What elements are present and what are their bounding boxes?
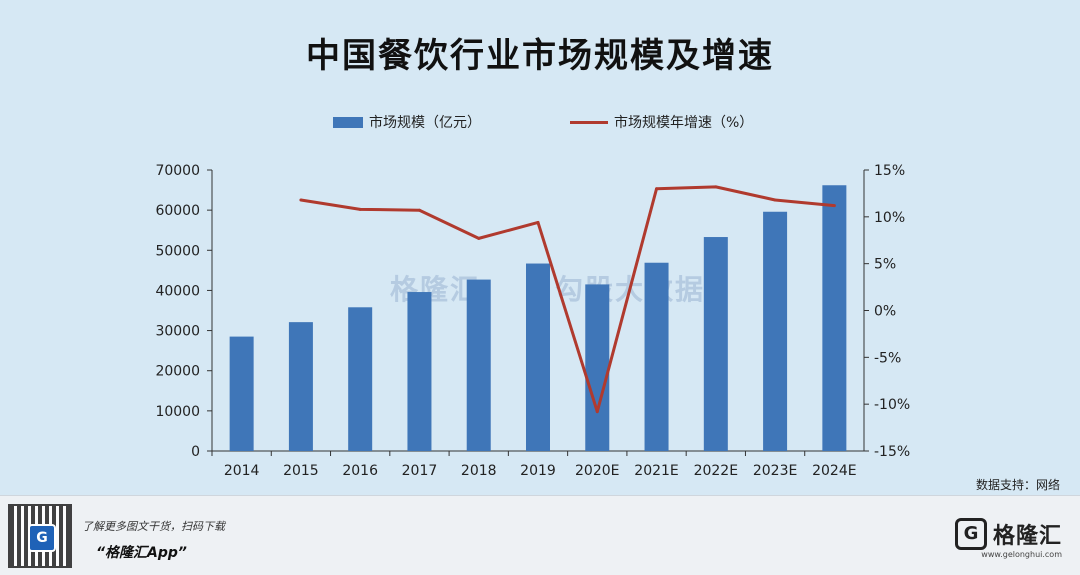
x-tick-label: 2017	[402, 463, 438, 479]
chart-panel: 中国餐饮行业市场规模及增速 市场规模（亿元） 市场规模年增速（%） 格隆汇 勾股…	[0, 36, 1080, 492]
bar-2014	[229, 336, 254, 451]
growth-point-2020E	[595, 410, 599, 414]
bar-2020E	[585, 284, 610, 451]
bar-2019	[526, 263, 550, 451]
legend-label-bar: 市场规模（亿元）	[369, 115, 481, 131]
x-tick-label: 2014	[224, 463, 260, 479]
right-tick-label: -10%	[874, 397, 910, 413]
bar-2021E	[644, 262, 669, 451]
bar-2015	[288, 322, 313, 451]
right-tick-label: 5%	[874, 257, 896, 273]
legend: 市场规模（亿元） 市场规模年增速（%）	[0, 112, 1080, 136]
growth-line	[300, 185, 835, 414]
x-tick-label: 2023E	[753, 463, 797, 479]
right-tick-label: -5%	[874, 350, 901, 366]
growth-point-2022E	[714, 185, 718, 189]
growth-point-2019	[536, 220, 540, 224]
x-tick-label: 2015	[283, 463, 319, 479]
legend-swatch-line	[570, 120, 608, 124]
right-tick-label: 0%	[874, 304, 896, 320]
legend-label-line: 市场规模年增速（%）	[614, 115, 754, 131]
bar-2018	[466, 279, 491, 451]
x-tick-label: 2021E	[634, 463, 678, 479]
growth-point-2015	[299, 198, 303, 202]
brand-url: www.gelonghui.com	[981, 550, 1062, 559]
bar-2023E	[763, 211, 788, 451]
brand-logo: G 格隆汇	[954, 518, 1062, 550]
growth-point-2021E	[655, 187, 659, 191]
growth-point-2016	[358, 207, 362, 211]
x-tick-label: 2018	[461, 463, 497, 479]
right-tick-label: 10%	[874, 210, 905, 226]
growth-point-2024E	[832, 204, 836, 208]
source-label: 数据支持：网络	[975, 478, 1060, 492]
bar-2016	[348, 307, 373, 451]
watermark-left: 格隆汇	[390, 273, 481, 306]
footer-banner: G 了解更多图文干货，扫码下载 “格隆汇App” G 格隆汇 www.gelon…	[0, 495, 1080, 575]
footer-app-name: “格隆汇App”	[96, 545, 187, 561]
x-tick-label: 2020E	[575, 463, 619, 479]
bar-2017	[407, 292, 432, 451]
left-tick-label: 20000	[155, 364, 200, 380]
legend-item-line: 市场规模年增速（%）	[570, 112, 753, 132]
qr-logo-icon: G	[28, 524, 56, 552]
chart-plot: 0 10000 20000 30000 40000 50000 60000 70000 -15%…	[155, 163, 910, 479]
brand-name: 格隆汇	[992, 524, 1062, 549]
footer-promo-text: 了解更多图文干货，扫码下载	[82, 520, 225, 533]
growth-point-2018	[477, 236, 481, 240]
brand-g-icon: G	[954, 518, 987, 550]
x-tick-label: 2019	[520, 463, 556, 479]
left-tick-label: 0	[191, 444, 200, 460]
left-tick-label: 40000	[155, 283, 200, 299]
left-tick-label: 10000	[155, 404, 200, 420]
chart-title: 中国餐饮行业市场规模及增速	[306, 36, 774, 76]
x-tick-label: 2016	[342, 463, 378, 479]
growth-point-2017	[417, 208, 421, 212]
x-tick-label: 2024E	[812, 463, 856, 479]
left-tick-label: 60000	[155, 203, 200, 219]
right-tick-label: -15%	[874, 444, 910, 460]
right-tick-label: 15%	[874, 163, 905, 179]
legend-item-bar: 市场规模（亿元）	[333, 112, 481, 132]
growth-point-2023E	[773, 198, 777, 202]
bar-2022E	[703, 237, 728, 451]
legend-swatch-bar	[333, 116, 363, 128]
left-tick-label: 70000	[155, 163, 200, 179]
left-tick-label: 30000	[155, 324, 200, 340]
bar-2024E	[822, 185, 847, 452]
x-tick-label: 2022E	[694, 463, 738, 479]
left-tick-label: 50000	[155, 243, 200, 259]
